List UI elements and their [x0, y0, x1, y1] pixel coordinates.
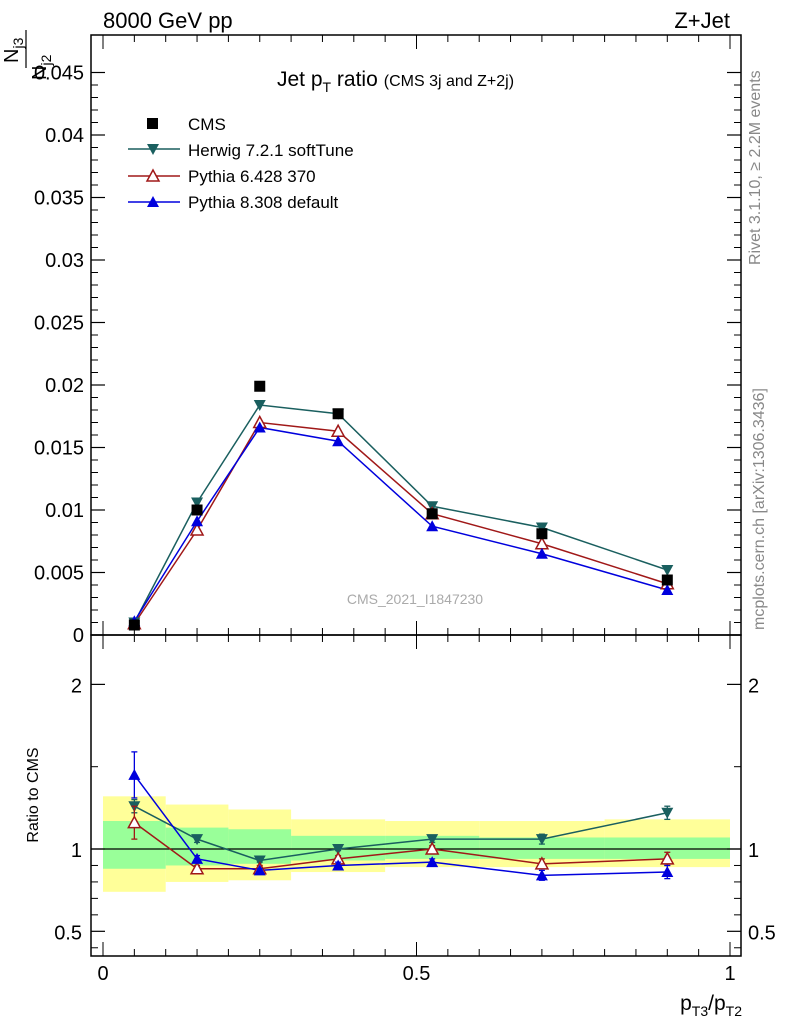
analysis-watermark: CMS_2021_I1847230: [347, 591, 483, 607]
point-herwig: [253, 400, 266, 411]
point-herwig: [191, 497, 204, 509]
ratio-point-pythia8: [253, 864, 266, 876]
x-tick-label: 0.5: [403, 963, 431, 985]
point-cms: [661, 574, 673, 586]
point-pythia8: [253, 421, 266, 433]
point-cms: [426, 508, 438, 520]
chart-title: Jet pT ratio (CMS 3j and Z+2j): [277, 68, 514, 95]
main-y-axis-label: Nj3 Nj2: [1, 30, 54, 80]
point-herwig: [661, 565, 674, 576]
y-tick-label: 0.01: [45, 500, 84, 522]
ratio-axes: 0.5 0.5 1 1 2 2 0 0.5 1: [54, 634, 776, 985]
point-pythia8: [661, 584, 674, 595]
ratio-point-herwig: [426, 834, 439, 846]
x-tick-label: 0: [97, 963, 108, 985]
ratio-point-pythia8: [426, 856, 439, 868]
main-axes: 0 0.005 0.01 0.015 0.02 0.025 0.03 0.035 0.04 0.0…: [34, 34, 742, 647]
ratio-point-herwig: [253, 855, 266, 867]
ratio-y-tick-label-right: 2: [748, 675, 759, 697]
mcplots-label: mcplots.cern.ch [arXiv:1306.3436]: [751, 388, 768, 630]
y-tick-label: 0: [73, 625, 84, 647]
point-pythia8: [191, 515, 204, 527]
ratio-point-herwig: [661, 807, 674, 819]
y-tick-label: 0.015: [34, 438, 84, 460]
point-pythia8: [332, 435, 345, 447]
legend: CMS Herwig 7.2.1 softTune Pythia 6.428 3…: [128, 115, 354, 212]
band-green: [479, 837, 605, 859]
ratio-point-pythia8: [128, 768, 141, 780]
point-cms: [128, 619, 140, 631]
svg-text:Nj3: Nj3: [1, 37, 26, 63]
legend-item-pythia6: Pythia 6.428 370: [128, 167, 316, 186]
ratio-point-pythia6: [189, 861, 205, 875]
svg-text:Pythia 6.428 370: Pythia 6.428 370: [188, 167, 316, 186]
svg-text:Nj2: Nj2: [29, 54, 54, 80]
ratio-y-tick-label: 2: [71, 675, 82, 697]
y-tick-label: 0.045: [34, 63, 84, 85]
ratio-uncertainty-bands: [91, 796, 741, 892]
legend-item-herwig: Herwig 7.2.1 softTune: [128, 141, 354, 160]
ratio-point-pythia6: [534, 856, 550, 870]
point-cms: [191, 504, 203, 516]
ratio-y-tick-label-right: 1: [748, 840, 759, 862]
ratio-point-pythia6: [660, 851, 675, 865]
y-tick-label: 0.005: [34, 563, 84, 585]
ratio-y-tick-label: 0.5: [54, 922, 82, 944]
ratio-y-tick-label: 1: [71, 840, 82, 862]
x-axis-label: pT3/pT2: [680, 992, 742, 1019]
y-tick-label: 0.025: [34, 313, 84, 335]
energy-label: 8000 GeV pp: [103, 8, 233, 33]
ratio-point-herwig: [535, 834, 548, 846]
ratio-point-herwig: [191, 834, 204, 846]
point-cms: [332, 408, 344, 420]
process-label: Z+Jet: [674, 8, 730, 33]
ratio-point-pythia8: [535, 869, 548, 881]
svg-text:Herwig 7.2.1 softTune: Herwig 7.2.1 softTune: [188, 141, 354, 160]
ratio-frame: [90, 634, 742, 957]
y-tick-label: 0.03: [45, 250, 84, 272]
point-pythia8: [535, 547, 548, 559]
ratio-point-pythia8: [661, 866, 674, 878]
y-tick-label: 0.035: [34, 188, 84, 210]
ratio-point-pythia8: [191, 852, 204, 864]
main-series-markers: [127, 380, 675, 631]
ratio-point-pythia6: [127, 815, 142, 829]
point-pythia6: [189, 522, 205, 536]
svg-text:Pythia 8.308 default: Pythia 8.308 default: [188, 193, 339, 212]
point-cms: [254, 380, 266, 392]
legend-item-pythia8: Pythia 8.308 default: [128, 193, 339, 212]
svg-text:CMS: CMS: [188, 115, 226, 134]
ratio-point-pythia6: [424, 841, 440, 855]
rivet-label: Rivet 3.1.10, ≥ 2.2M events: [747, 70, 764, 265]
point-pythia8: [426, 520, 439, 532]
ratio-point-herwig: [332, 844, 345, 855]
point-herwig: [535, 522, 548, 534]
legend-item-cms: CMS: [147, 115, 226, 134]
x-tick-label: 1: [724, 963, 735, 985]
ratio-series-markers: [127, 751, 675, 881]
ratio-point-pythia8: [332, 859, 345, 871]
point-cms: [536, 528, 548, 540]
y-tick-label: 0.02: [45, 375, 84, 397]
ratio-y-axis-label: Ratio to CMS: [25, 747, 42, 842]
y-tick-label: 0.04: [45, 125, 84, 147]
band-green: [604, 837, 730, 859]
ratio-y-tick-label-right: 0.5: [748, 922, 776, 944]
